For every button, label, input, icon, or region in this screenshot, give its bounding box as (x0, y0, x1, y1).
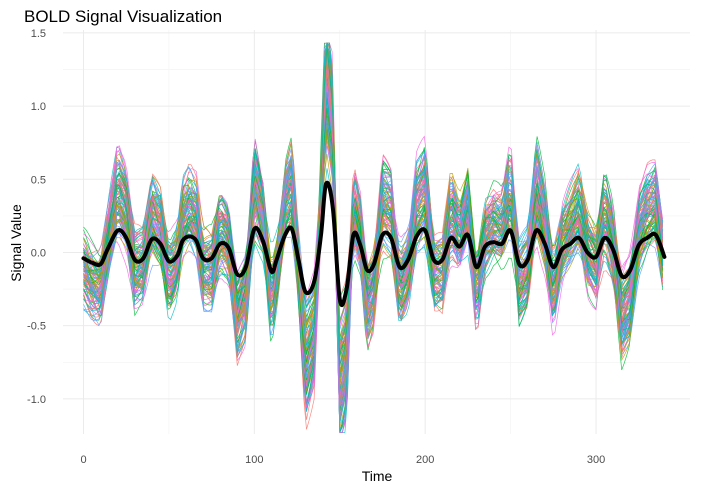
subject-series-line (83, 42, 664, 424)
x-axis-title: Time (362, 468, 393, 484)
y-axis-ticks: -1.0 -0.5 0.0 0.5 1.0 1.5 (27, 28, 46, 406)
y-axis-title: Signal Value (8, 204, 24, 282)
subject-series-line (83, 43, 664, 394)
y-tick-label: 1.5 (31, 28, 46, 40)
x-axis-ticks: 0 100 200 300 (80, 454, 605, 466)
grid (63, 30, 690, 434)
x-tick-label: 100 (245, 454, 263, 466)
subject-series-line (83, 42, 664, 420)
mean-series-line (81, 180, 667, 307)
x-tick-label: 200 (416, 454, 434, 466)
subject-series-line (83, 153, 664, 358)
y-tick-label: -0.5 (27, 321, 46, 333)
x-tick-label: 0 (80, 454, 86, 466)
subject-series-line (83, 54, 664, 408)
mean-series-group (81, 180, 667, 307)
y-tick-label: 0.0 (31, 247, 46, 259)
y-tick-label: 0.5 (31, 174, 46, 186)
subject-series-line (83, 47, 664, 366)
chart-title: BOLD Signal Visualization (24, 7, 222, 26)
y-tick-label: 1.0 (31, 101, 46, 113)
subject-series-line (83, 57, 664, 406)
subject-series-line (83, 117, 664, 404)
y-tick-label: -1.0 (27, 394, 46, 406)
x-tick-label: 300 (587, 454, 605, 466)
